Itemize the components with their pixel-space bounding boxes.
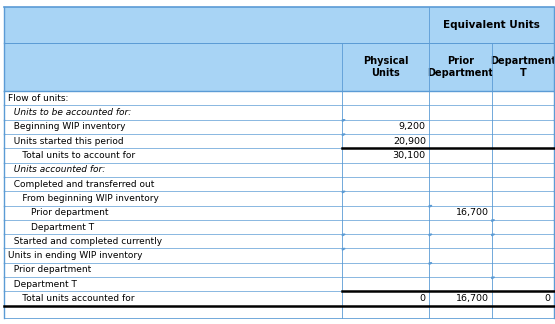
Text: 0: 0 <box>544 294 551 303</box>
Bar <box>4 306 554 318</box>
Text: 9,200: 9,200 <box>399 122 426 131</box>
Polygon shape <box>429 234 432 236</box>
Text: 16,700: 16,700 <box>456 294 488 303</box>
Text: Prior department: Prior department <box>8 265 91 274</box>
Bar <box>4 177 554 191</box>
Text: Total units to account for: Total units to account for <box>8 151 135 160</box>
Bar <box>4 249 554 263</box>
Polygon shape <box>492 234 495 236</box>
Bar <box>4 277 554 291</box>
Text: Total units accounted for: Total units accounted for <box>8 294 134 303</box>
Text: Equivalent Units: Equivalent Units <box>443 20 540 30</box>
Bar <box>4 7 554 43</box>
Bar <box>4 91 554 105</box>
Polygon shape <box>342 134 345 136</box>
Text: Started and completed currently: Started and completed currently <box>8 237 162 246</box>
Text: Physical
Units: Physical Units <box>363 56 408 78</box>
Bar <box>4 134 554 148</box>
Text: Completed and transferred out: Completed and transferred out <box>8 179 154 189</box>
Text: Units accounted for:: Units accounted for: <box>8 165 105 174</box>
Text: 30,100: 30,100 <box>393 151 426 160</box>
Polygon shape <box>342 249 345 250</box>
Bar <box>4 234 554 249</box>
Text: Units started this period: Units started this period <box>8 137 123 146</box>
Text: 0: 0 <box>420 294 426 303</box>
Bar <box>4 205 554 220</box>
Text: Department
T: Department T <box>490 56 555 78</box>
Text: Prior department: Prior department <box>8 208 108 217</box>
Text: Department T: Department T <box>8 280 77 289</box>
Polygon shape <box>342 234 345 236</box>
Polygon shape <box>342 120 345 122</box>
Bar <box>4 163 554 177</box>
Text: Prior
Department: Prior Department <box>427 56 493 78</box>
Polygon shape <box>429 263 432 264</box>
Bar <box>4 148 554 163</box>
Bar <box>4 191 554 205</box>
Text: From beginning WIP inventory: From beginning WIP inventory <box>8 194 159 203</box>
Polygon shape <box>342 191 345 193</box>
Bar <box>4 263 554 277</box>
Text: Department T: Department T <box>8 223 94 232</box>
Text: Units in ending WIP inventory: Units in ending WIP inventory <box>8 251 142 260</box>
Polygon shape <box>492 220 495 222</box>
Bar <box>4 291 554 306</box>
Text: 16,700: 16,700 <box>456 208 488 217</box>
Text: Beginning WIP inventory: Beginning WIP inventory <box>8 122 125 131</box>
Text: 20,900: 20,900 <box>393 137 426 146</box>
Text: Units to be accounted for:: Units to be accounted for: <box>8 108 131 117</box>
Polygon shape <box>429 205 432 207</box>
Bar <box>4 105 554 120</box>
Bar <box>4 43 554 91</box>
Text: Flow of units:: Flow of units: <box>8 94 68 103</box>
Bar <box>4 220 554 234</box>
Bar <box>4 120 554 134</box>
Polygon shape <box>492 277 495 279</box>
